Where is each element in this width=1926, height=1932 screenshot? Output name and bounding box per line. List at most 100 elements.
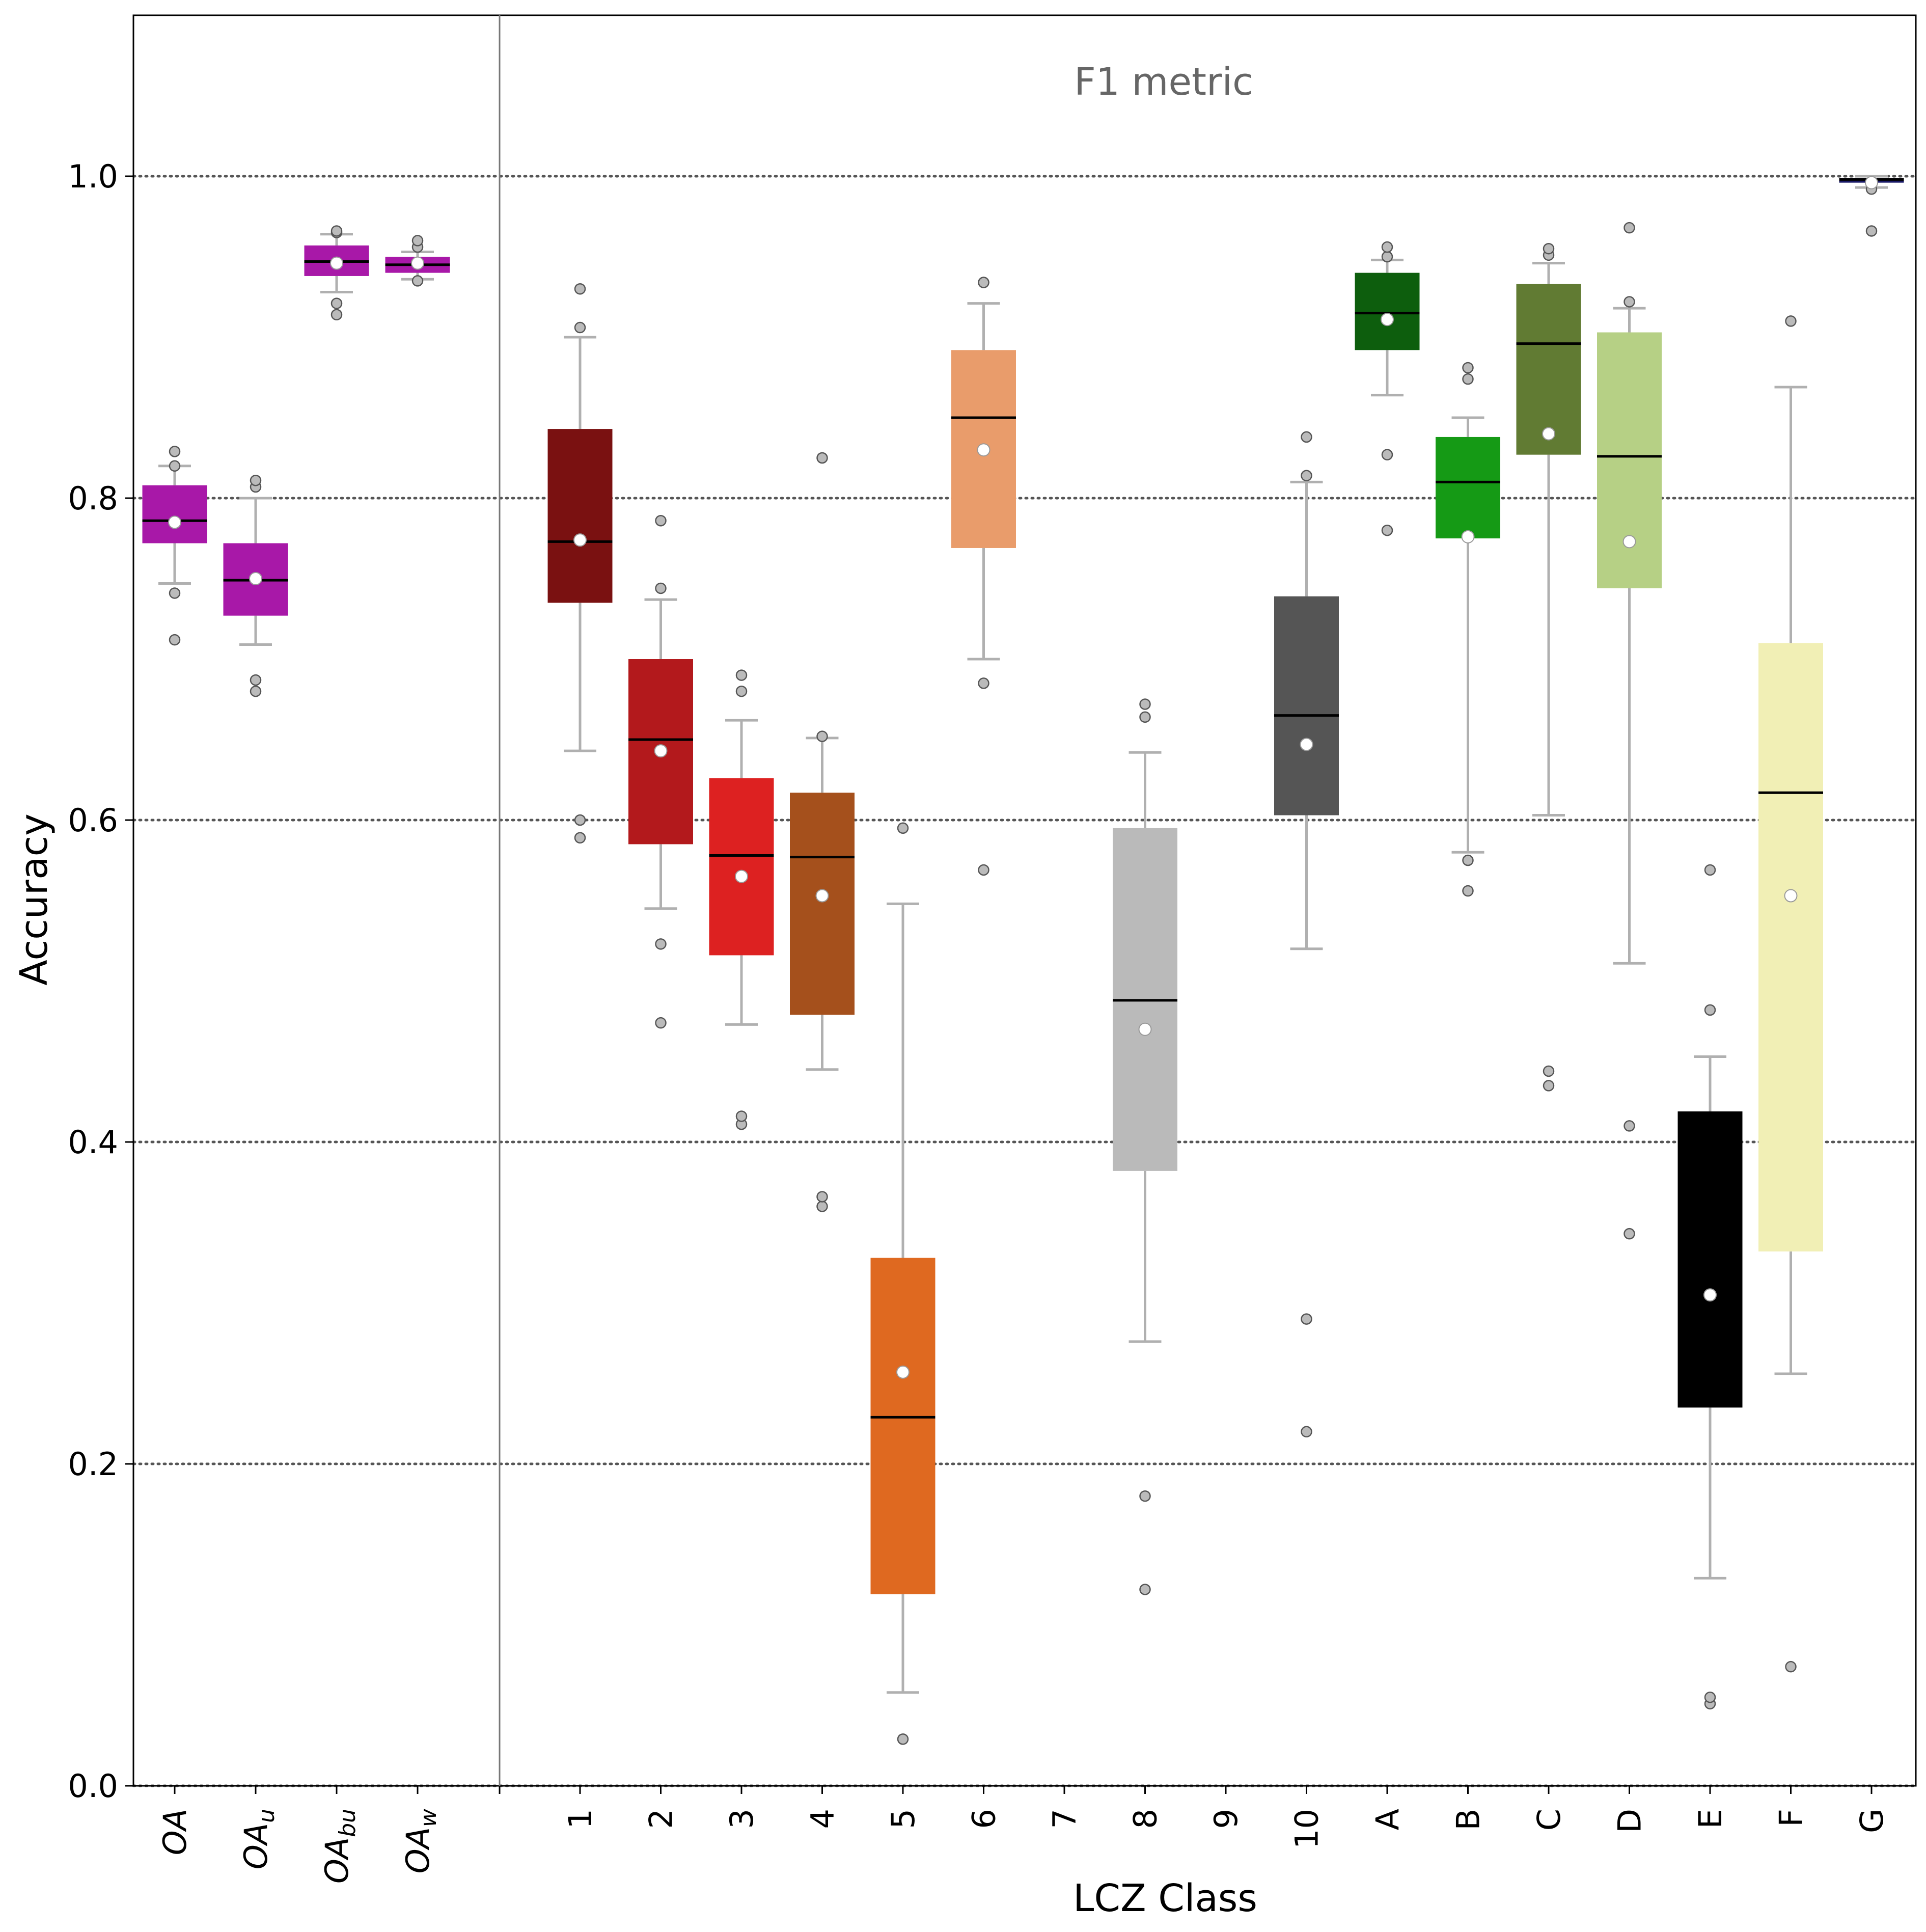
x-tick-label-lcz-4: 4 [804,1809,841,1829]
x-tick-label-lcz-1: 1 [562,1809,599,1829]
iqr-box-lcz-e [1677,1111,1743,1408]
mean-marker-lcz-8 [1138,1022,1152,1036]
box-oa-w [385,235,450,287]
outlier-lcz-g-0 [1865,225,1878,237]
x-tick-label-lcz-8: 8 [1127,1809,1164,1829]
outlier-lcz-8-2 [1139,711,1151,723]
outlier-lcz-c-1 [1543,1065,1555,1077]
iqr-box-lcz-c [1516,284,1581,455]
outlier-lcz-b-3 [1462,362,1474,374]
outlier-lcz-6-1 [978,677,989,689]
outlier-lcz-4-1 [816,1191,828,1203]
mean-marker-lcz-d [1622,535,1636,549]
iqr-box-lcz-b [1436,437,1500,538]
box-lcz-e [1677,864,1743,1710]
iqr-box-lcz-f [1758,643,1823,1251]
chart-annotation: F1 metric [1074,60,1253,104]
y-tick-label-1: 0.2 [68,1446,118,1483]
mean-marker-lcz-b [1461,530,1475,543]
outlier-lcz-f-1 [1785,315,1797,327]
outlier-lcz-2-1 [655,938,667,950]
box-lcz-6 [951,277,1016,876]
x-axis-title: LCZ Class [1073,1876,1257,1920]
outlier-lcz-c-3 [1543,242,1555,255]
y-axis-title: Accuracy [12,813,56,986]
x-tick-label-lcz-f: F [1773,1809,1810,1827]
outlier-lcz-3-2 [735,685,748,697]
mean-marker-lcz-10 [1300,738,1313,751]
box-oa-u [223,474,288,697]
outlier-lcz-a-2 [1381,251,1393,263]
mean-marker-lcz-6 [977,443,990,457]
outlier-lcz-8-0 [1139,1584,1151,1595]
x-tick-label-lcz-a: A [1369,1809,1406,1830]
iqr-box-lcz-1 [547,429,613,603]
box-oa-bu [304,225,369,321]
box-series [142,175,1904,1745]
outlier-lcz-1-1 [574,814,586,826]
y-axis: 0.0 0.2 0.4 0.6 0.8 1.0 [68,158,133,1805]
outlier-lcz-e-2 [1704,1004,1716,1016]
outlier-lcz-8-1 [1139,1490,1151,1502]
x-tick-label-lcz-9: 9 [1207,1809,1245,1829]
outlier-lcz-10-3 [1301,431,1312,443]
outlier-oa-u-0 [250,685,262,697]
outlier-lcz-4-3 [816,452,828,464]
outlier-lcz-d-1 [1624,1120,1635,1132]
plot-frame [132,14,1917,1794]
box-lcz-10 [1274,431,1339,1438]
iqr-box-lcz-10 [1274,596,1339,815]
outlier-lcz-4-0 [816,1201,828,1212]
box-lcz-f [1758,315,1823,1673]
outlier-oa-bu-0 [331,309,343,321]
outlier-lcz-a-1 [1381,449,1393,460]
iqr-box-lcz-d [1597,332,1662,588]
x-tick-label-lcz-6: 6 [966,1809,1003,1829]
outlier-oa-u-1 [250,674,262,686]
outlier-oa-bu-1 [331,297,343,309]
mean-marker-oa [168,515,181,529]
outlier-lcz-3-3 [735,669,748,681]
x-tick-label-oa-bu: OAbu [318,1809,361,1884]
outlier-lcz-f-0 [1785,1661,1797,1673]
y-tick-label-3: 0.6 [68,802,118,839]
box-lcz-1 [547,283,613,844]
outlier-lcz-10-1 [1301,1313,1312,1325]
outlier-oa-bu-3 [331,225,343,237]
y-tick-label-2: 0.4 [68,1124,118,1161]
outlier-lcz-c-0 [1543,1080,1555,1092]
mean-marker-oa-bu [330,256,343,270]
mean-marker-lcz-4 [815,889,829,903]
x-tick-label-lcz-5: 5 [885,1809,922,1829]
outlier-lcz-b-1 [1462,854,1474,866]
outlier-lcz-3-1 [735,1110,748,1122]
iqr-box-lcz-a [1355,273,1420,350]
mean-marker-lcz-2 [654,744,668,758]
outlier-oa-u-3 [250,474,262,486]
mean-marker-oa-u [249,572,262,585]
outlier-oa-1 [169,587,181,599]
box-lcz-2 [628,514,693,1029]
mean-marker-lcz-1 [573,533,587,547]
x-tick-label-lcz-7: 7 [1046,1809,1083,1829]
outlier-lcz-8-3 [1139,698,1151,710]
outlier-oa-2 [169,460,181,472]
outlier-lcz-a-0 [1381,524,1393,536]
outlier-lcz-1-3 [574,283,586,295]
outlier-lcz-5-0 [897,1733,909,1745]
box-lcz-8 [1113,698,1177,1595]
mean-marker-lcz-5 [896,1365,910,1379]
outlier-lcz-1-0 [574,832,586,844]
mean-marker-lcz-3 [735,869,748,883]
outlier-oa-3 [169,446,181,457]
outlier-oa-w-2 [411,235,424,247]
iqr-box-lcz-3 [709,778,774,956]
outlier-lcz-b-0 [1462,885,1474,897]
x-tick-label-lcz-b: B [1450,1809,1487,1831]
outlier-lcz-4-2 [816,730,828,742]
x-tick-label-lcz-c: C [1530,1809,1567,1831]
mean-marker-oa-w [411,256,424,270]
mean-marker-lcz-e [1703,1288,1717,1302]
